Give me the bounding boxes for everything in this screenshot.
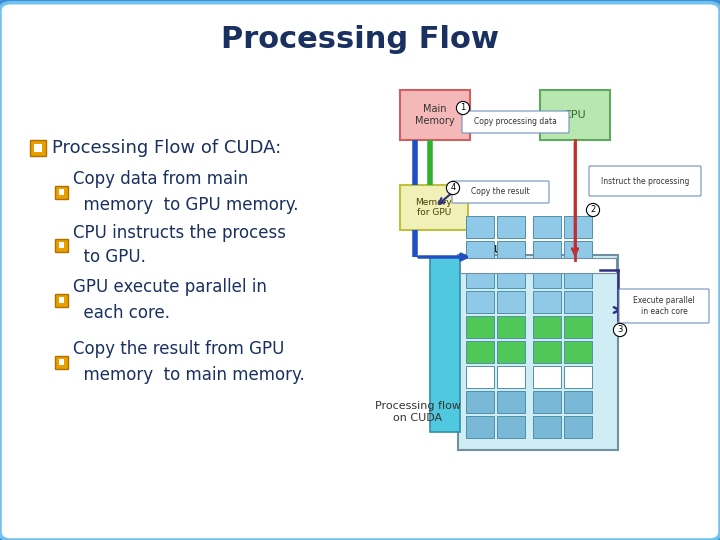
Text: Copy data from main
  memory  to GPU memory.: Copy data from main memory to GPU memory… <box>73 171 299 213</box>
FancyBboxPatch shape <box>533 291 561 313</box>
FancyBboxPatch shape <box>589 166 701 196</box>
Text: Copy processing data: Copy processing data <box>474 118 557 126</box>
FancyBboxPatch shape <box>533 391 561 413</box>
FancyBboxPatch shape <box>466 366 494 388</box>
FancyBboxPatch shape <box>497 291 525 313</box>
Text: Memory
for GPU: Memory for GPU <box>415 198 452 217</box>
FancyBboxPatch shape <box>460 258 616 273</box>
FancyBboxPatch shape <box>497 216 525 238</box>
Text: 4: 4 <box>451 184 456 192</box>
FancyBboxPatch shape <box>430 257 460 432</box>
FancyBboxPatch shape <box>619 289 709 323</box>
FancyBboxPatch shape <box>533 366 561 388</box>
FancyBboxPatch shape <box>497 316 525 338</box>
FancyBboxPatch shape <box>564 241 592 263</box>
FancyBboxPatch shape <box>466 291 494 313</box>
FancyBboxPatch shape <box>497 366 525 388</box>
FancyBboxPatch shape <box>533 316 561 338</box>
FancyBboxPatch shape <box>466 416 494 438</box>
Text: 2: 2 <box>590 206 595 214</box>
FancyBboxPatch shape <box>564 416 592 438</box>
FancyBboxPatch shape <box>466 266 494 288</box>
FancyBboxPatch shape <box>497 391 525 413</box>
FancyBboxPatch shape <box>452 181 549 203</box>
Text: GPU execute parallel in
  each core.: GPU execute parallel in each core. <box>73 279 267 321</box>
FancyBboxPatch shape <box>564 216 592 238</box>
FancyBboxPatch shape <box>30 140 46 156</box>
FancyBboxPatch shape <box>58 297 64 303</box>
Text: Execute parallel
in each core: Execute parallel in each core <box>633 296 695 316</box>
FancyBboxPatch shape <box>466 316 494 338</box>
Text: Copy the result from GPU
  memory  to main memory.: Copy the result from GPU memory to main … <box>73 341 305 383</box>
Text: Copy the result: Copy the result <box>471 187 530 197</box>
FancyBboxPatch shape <box>540 90 610 140</box>
FancyBboxPatch shape <box>466 391 494 413</box>
Text: Processing flow
on CUDA: Processing flow on CUDA <box>375 401 461 423</box>
FancyBboxPatch shape <box>58 359 64 365</box>
FancyBboxPatch shape <box>58 189 64 195</box>
Text: 3: 3 <box>617 326 623 334</box>
FancyBboxPatch shape <box>564 291 592 313</box>
FancyBboxPatch shape <box>55 186 68 199</box>
FancyBboxPatch shape <box>497 241 525 263</box>
FancyBboxPatch shape <box>55 355 68 368</box>
FancyBboxPatch shape <box>533 241 561 263</box>
FancyBboxPatch shape <box>55 294 68 307</box>
FancyBboxPatch shape <box>497 266 525 288</box>
FancyBboxPatch shape <box>55 239 68 252</box>
FancyBboxPatch shape <box>564 366 592 388</box>
FancyBboxPatch shape <box>466 341 494 363</box>
FancyBboxPatch shape <box>497 341 525 363</box>
Text: GPU: GPU <box>477 245 503 255</box>
FancyBboxPatch shape <box>533 341 561 363</box>
FancyBboxPatch shape <box>458 255 618 450</box>
Text: CPU instructs the process
  to GPU.: CPU instructs the process to GPU. <box>73 224 286 267</box>
Text: Processing Flow: Processing Flow <box>221 25 499 55</box>
FancyBboxPatch shape <box>564 341 592 363</box>
Text: Main
Memory: Main Memory <box>415 104 455 126</box>
FancyBboxPatch shape <box>564 316 592 338</box>
FancyBboxPatch shape <box>400 90 470 140</box>
FancyBboxPatch shape <box>466 216 494 238</box>
FancyBboxPatch shape <box>462 111 569 133</box>
Text: (GeForce 8800): (GeForce 8800) <box>461 258 519 267</box>
FancyBboxPatch shape <box>497 416 525 438</box>
FancyBboxPatch shape <box>35 144 42 152</box>
FancyBboxPatch shape <box>564 391 592 413</box>
Text: CPU: CPU <box>564 110 586 120</box>
FancyBboxPatch shape <box>466 241 494 263</box>
Text: Processing Flow of CUDA:: Processing Flow of CUDA: <box>52 139 282 157</box>
FancyBboxPatch shape <box>533 266 561 288</box>
Text: 1: 1 <box>460 104 466 112</box>
FancyBboxPatch shape <box>58 242 64 248</box>
FancyBboxPatch shape <box>564 266 592 288</box>
Text: Instruct the processing: Instruct the processing <box>600 177 689 186</box>
FancyBboxPatch shape <box>533 216 561 238</box>
FancyBboxPatch shape <box>533 416 561 438</box>
FancyBboxPatch shape <box>400 185 468 230</box>
